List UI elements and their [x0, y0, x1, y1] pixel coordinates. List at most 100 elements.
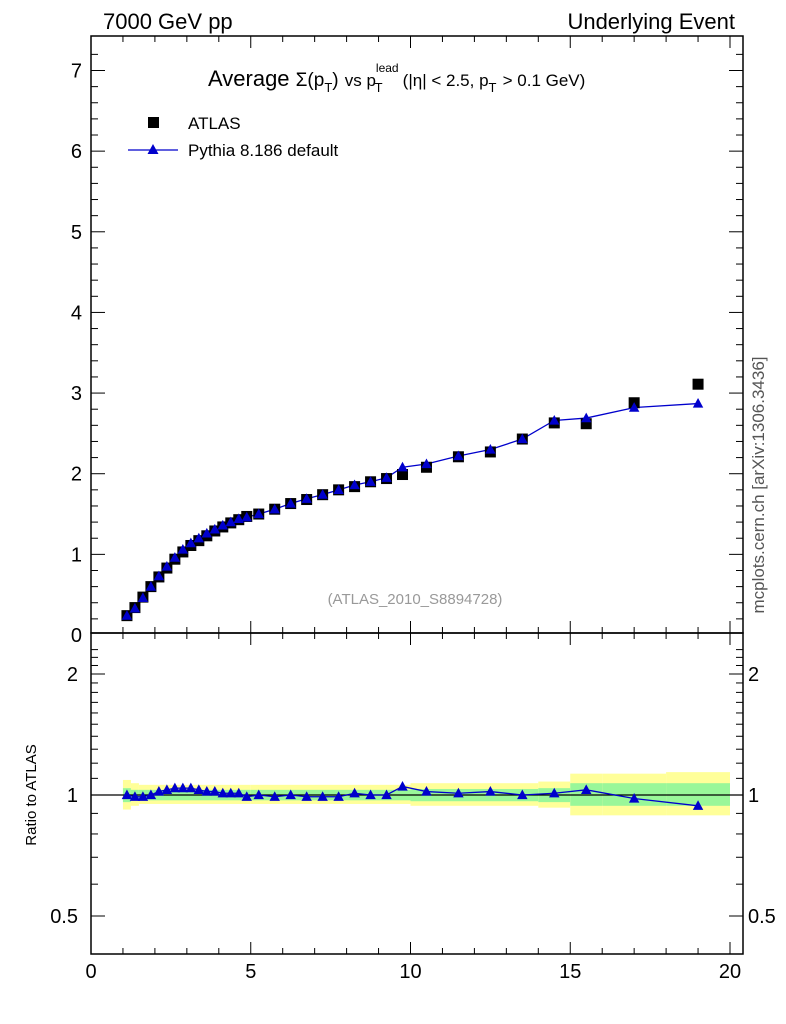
- mc-point: [301, 493, 312, 503]
- mc-point: [421, 458, 432, 469]
- mc-point: [121, 610, 133, 620]
- ratio-mc-point: [121, 789, 133, 800]
- atlas-data-point: [692, 378, 704, 390]
- mc-point: [185, 537, 197, 548]
- x-tick-label: 15: [559, 961, 581, 983]
- title-sup-lead: lead: [376, 61, 399, 75]
- mc-point: [628, 402, 640, 412]
- ratio-mc-point: [317, 791, 328, 801]
- mc-point: [365, 476, 376, 486]
- legend-label-atlas: ATLAS: [188, 114, 241, 133]
- mc-point: [177, 544, 189, 554]
- mc-point: [153, 570, 165, 581]
- title-vs: vs p: [345, 71, 376, 90]
- ratio-mc-point: [628, 793, 640, 803]
- mc-point: [137, 592, 149, 603]
- main-panel-series: [121, 378, 704, 622]
- ratio-mc-point: [177, 782, 189, 793]
- ratio-mc-point: [253, 789, 264, 800]
- mc-point: [453, 450, 464, 461]
- mc-point: [381, 472, 392, 482]
- mc-point: [333, 484, 344, 494]
- ratio-mc-point: [517, 789, 528, 800]
- ratio-mc-point: [549, 787, 560, 798]
- header-left: 7000 GeV pp: [103, 9, 233, 34]
- ratio-y-tick-label-right: 0.5: [748, 906, 776, 928]
- title-sub-t1: T: [324, 80, 332, 95]
- ratio-mc-line: [126, 785, 699, 807]
- legend: ATLAS Pythia 8.186 default: [128, 114, 339, 160]
- header-right: Underlying Event: [567, 9, 735, 34]
- x-tick-label: 0: [85, 961, 96, 983]
- y-tick-label: 1: [71, 544, 82, 566]
- mc-point: [209, 523, 221, 534]
- ratio-mc-point: [381, 789, 392, 800]
- y-tick-label: 0: [71, 625, 82, 647]
- ratio-y-tick-label-right: 1: [748, 785, 759, 807]
- ratio-mc-point: [241, 791, 252, 801]
- ratio-y-tick-label-left: 2: [67, 664, 78, 686]
- mc-point: [269, 503, 280, 514]
- ratio-mc-point: [485, 786, 496, 796]
- title-sub-t2: T: [375, 80, 383, 95]
- mc-point: [201, 527, 213, 538]
- mc-point: [397, 461, 408, 472]
- y-tick-label: 3: [71, 383, 82, 405]
- mc-point: [581, 412, 592, 423]
- title-sub-t3: T: [489, 80, 497, 95]
- mc-point: [241, 511, 252, 522]
- ratio-mc-point: [692, 800, 704, 810]
- mc-point: [193, 532, 205, 543]
- ratio-y-tick-label-left: 0.5: [50, 906, 78, 928]
- ratio-y-tick-label-right: 2: [748, 664, 759, 686]
- side-label: mcplots.cern.ch [arXiv:1306.3436]: [749, 356, 768, 613]
- ratio-mc-point: [285, 789, 296, 800]
- ratio-mc-point: [217, 787, 229, 798]
- y-tick-label: 6: [71, 141, 82, 163]
- ratio-mc-point: [153, 786, 165, 796]
- ratio-mc-point: [169, 782, 181, 793]
- y-tick-label: 5: [71, 222, 82, 244]
- y-tick-label: 7: [71, 61, 82, 83]
- ratio-mc-point: [225, 787, 237, 798]
- ratio-y-tick-label-left: 1: [67, 785, 78, 807]
- mc-point: [217, 519, 229, 530]
- mc-point: [225, 516, 237, 527]
- ratio-mc-point: [145, 789, 157, 800]
- ratio-panel-frame: [90, 632, 744, 955]
- ratio-panel-series: [121, 780, 704, 810]
- ratio-mc-point: [581, 784, 592, 794]
- ratio-mc-point: [193, 784, 205, 794]
- plot-title: Average Σ(pT) vs plead T (|η| < 2.5, pT >…: [208, 61, 585, 97]
- mc-point: [169, 552, 181, 562]
- ratio-mc-point: [201, 786, 213, 796]
- mc-point: [485, 444, 496, 454]
- mc-point: [145, 581, 157, 591]
- mc-point: [692, 398, 704, 408]
- ratio-mc-point: [161, 784, 173, 794]
- mc-point: [317, 489, 328, 499]
- x-tick-label: 20: [719, 961, 741, 983]
- ratio-mc-point: [453, 787, 464, 798]
- ratio-mc-point: [301, 791, 312, 801]
- mc-point: [233, 513, 244, 523]
- mc-point: [161, 560, 173, 571]
- legend-label-pythia: Pythia 8.186 default: [188, 141, 339, 160]
- panel-frames: [90, 35, 744, 955]
- x-tick-label: 5: [245, 961, 256, 983]
- ratio-mc-point: [349, 787, 360, 798]
- mc-point: [549, 414, 560, 425]
- title-close: ): [332, 70, 338, 91]
- axis-tick-labels: 0 5 10 15 20 0 1 2 3 4 5 6 7 0.5 0.5 1 1 2 2: [50, 61, 776, 984]
- ratio-mc-point: [137, 791, 149, 801]
- title-cuts-end: > 0.1 GeV): [503, 71, 586, 90]
- atlas-data-point: [397, 469, 409, 481]
- x-tick-label: 10: [399, 961, 421, 983]
- y-tick-label: 4: [71, 302, 82, 324]
- atlas-data-point: [580, 418, 592, 430]
- ratio-mc-point: [209, 786, 221, 796]
- mc-point: [129, 602, 141, 613]
- mc-point: [253, 508, 264, 519]
- legend-marker-atlas: [148, 117, 159, 128]
